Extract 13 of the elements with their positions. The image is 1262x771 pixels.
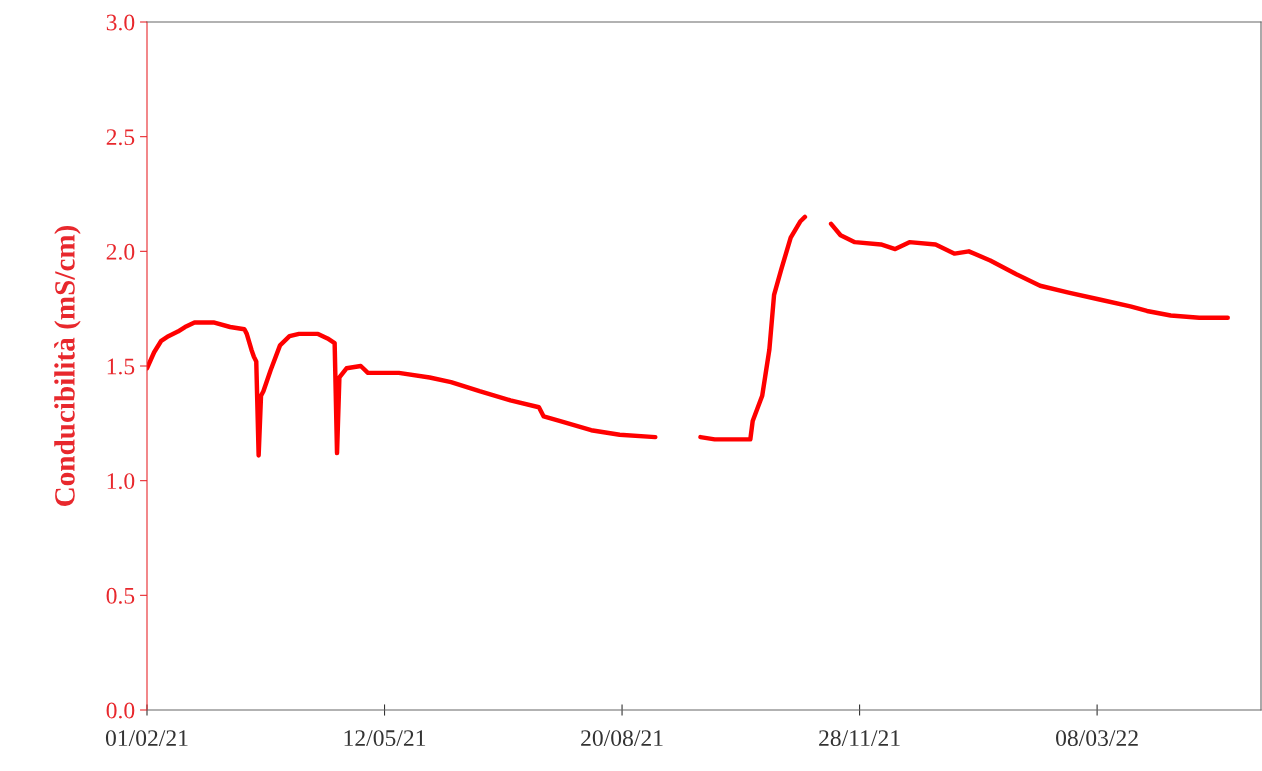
x-tick-label: 12/05/21 — [344, 730, 426, 747]
y-tick-label: 0.0 — [106, 702, 135, 719]
y-tick-label: 2.0 — [106, 243, 135, 260]
y-tick-label: 1.5 — [107, 358, 135, 375]
x-tick-label: 01/02/21 — [105, 730, 188, 747]
y-tick-label: 3.0 — [106, 14, 135, 31]
x-tick-label: 20/08/21 — [581, 730, 663, 747]
y-axis-title: Conducibilità (mS/cm) — [54, 225, 81, 506]
y-tick-label: 0.5 — [106, 587, 135, 604]
y-tick-label: 2.5 — [106, 129, 135, 146]
x-tick-label: 28/11/21 — [819, 730, 900, 747]
x-tick-label: 08/03/22 — [1056, 730, 1138, 747]
y-tick-label: 1.0 — [107, 473, 135, 490]
